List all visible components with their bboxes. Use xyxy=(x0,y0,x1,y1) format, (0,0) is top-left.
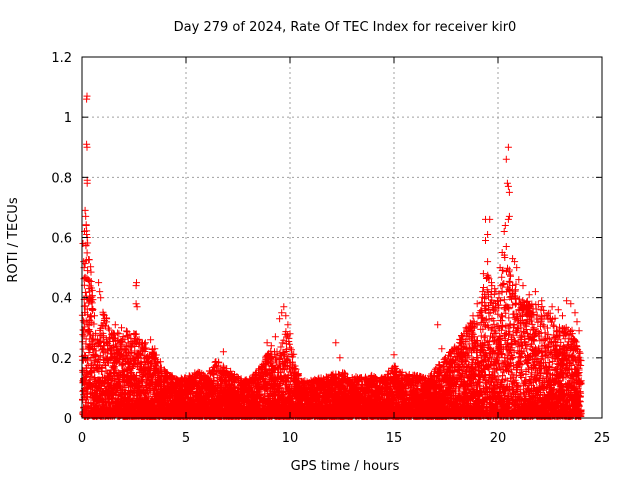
x-tick-label: 15 xyxy=(386,431,403,446)
roti-data-markers xyxy=(78,92,585,420)
x-tick-label: 5 xyxy=(182,431,190,446)
y-tick-label: 0.2 xyxy=(51,352,72,367)
chart-title: Day 279 of 2024, Rate Of TEC Index for r… xyxy=(174,20,517,35)
x-axis-label: GPS time / hours xyxy=(291,459,400,474)
x-tick-label: 0 xyxy=(78,431,86,446)
y-tick-label: 0.6 xyxy=(51,232,72,247)
y-tick-label: 0 xyxy=(64,412,72,427)
y-tick-label: 1 xyxy=(64,111,72,126)
y-axis-label: ROTI / TECUs xyxy=(6,197,21,282)
data-points xyxy=(78,92,585,420)
y-tick-label: 0.4 xyxy=(51,292,72,307)
y-tick-label: 1.2 xyxy=(51,51,72,66)
x-tick-label: 10 xyxy=(282,431,299,446)
y-tick-label: 0.8 xyxy=(51,171,72,186)
x-tick-label: 20 xyxy=(490,431,507,446)
x-tick-label: 25 xyxy=(594,431,611,446)
axis-ticks: 0 5 10 15 20 25 0 0.2 0.4 0.6 0.8 1 1.2 xyxy=(51,51,610,446)
